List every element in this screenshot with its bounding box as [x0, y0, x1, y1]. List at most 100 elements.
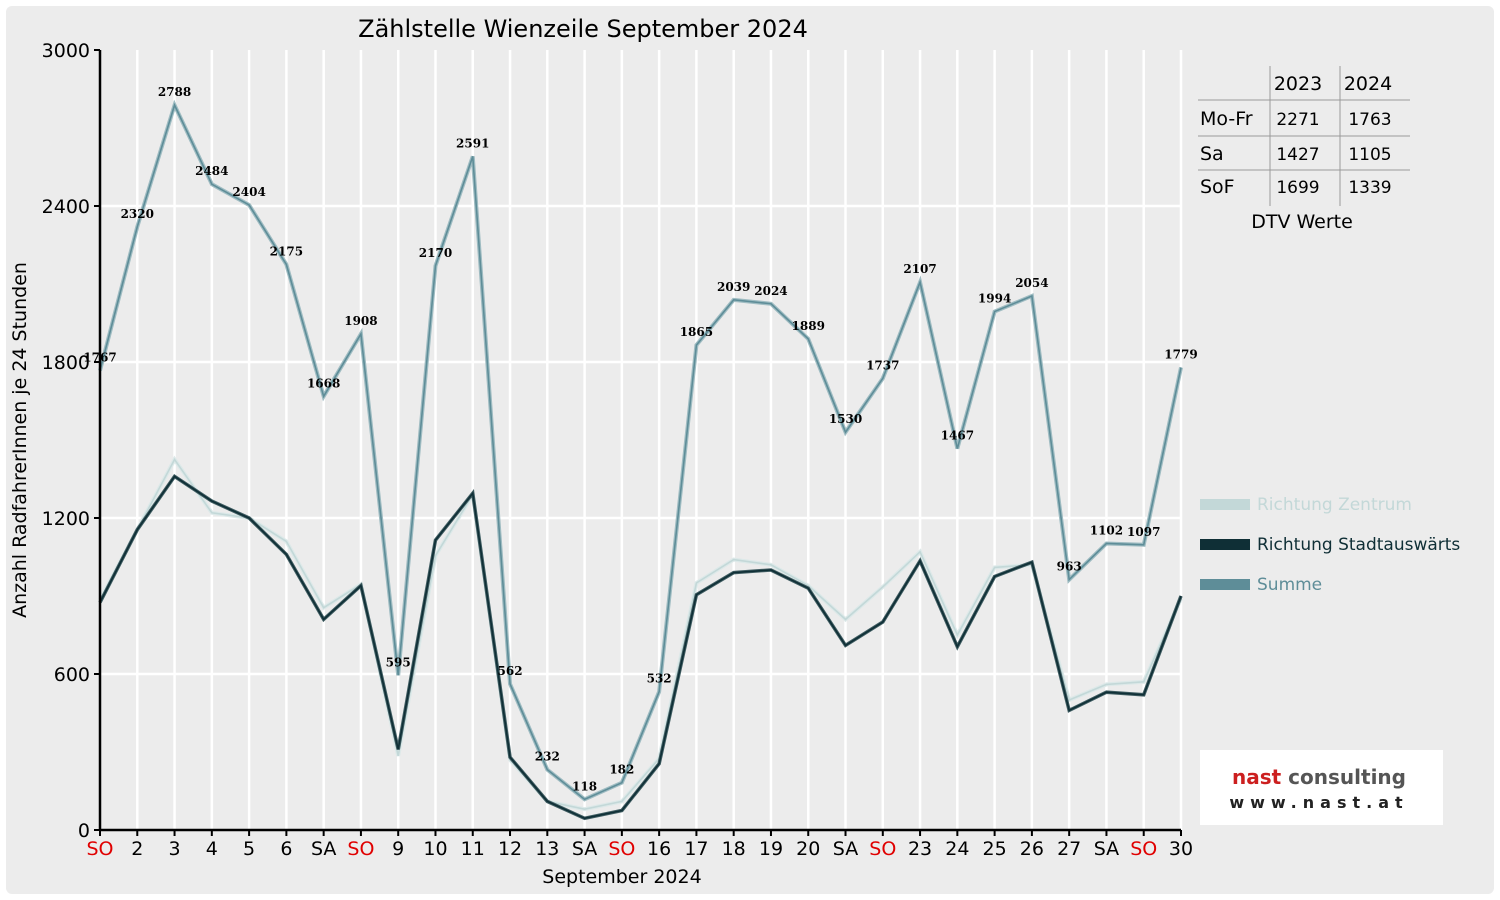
x-tick-label: 9 [392, 838, 404, 860]
x-tick-label: SO [1130, 838, 1157, 860]
data-label: 532 [647, 672, 672, 686]
data-label: 595 [386, 655, 411, 669]
x-tick-label: 12 [498, 838, 522, 860]
x-tick-label: 18 [722, 838, 746, 860]
dtv-cell: 1699 [1276, 178, 1319, 198]
data-label: 1530 [829, 412, 862, 426]
x-tick-label: SO [608, 838, 635, 860]
data-label: 1865 [680, 325, 713, 339]
data-labels: 1767232027882484240421751668190859521702… [83, 85, 1197, 793]
axes [94, 49, 1182, 836]
data-label: 1737 [866, 358, 899, 372]
data-label: 2024 [754, 284, 787, 298]
data-label: 2054 [1015, 276, 1048, 290]
data-label: 1668 [307, 376, 340, 390]
data-label: 2170 [419, 246, 452, 260]
dtv-cell: 1763 [1348, 110, 1391, 130]
series-line-stadtauswaerts [99, 475, 1182, 820]
dtv-row-label: SoF [1200, 176, 1235, 198]
x-tick-label: 17 [684, 838, 708, 860]
data-label: 1097 [1127, 525, 1160, 539]
x-tick-label: 4 [206, 838, 218, 860]
dtv-table: 2023 2024 Mo-Fr 2271 1763 Sa 1427 1105 S… [1198, 66, 1410, 233]
logo-url: www.nast.at [1229, 793, 1408, 812]
legend-swatch-summe [1200, 579, 1250, 590]
chart-title: Zählstelle Wienzeile September 2024 [358, 15, 808, 43]
data-label: 1908 [344, 314, 377, 328]
y-tick-labels: 0 600 1200 1800 2400 3000 [42, 40, 90, 842]
x-tick-label: 16 [647, 838, 671, 860]
data-label: 2591 [456, 136, 489, 150]
legend-swatch-zentrum [1200, 499, 1250, 510]
x-tick-label: SO [869, 838, 896, 860]
x-tick-label: 23 [908, 838, 932, 860]
x-tick-label: 6 [280, 838, 292, 860]
dtv-row-label: Mo-Fr [1200, 108, 1253, 130]
data-label: 2788 [158, 85, 191, 99]
company-logo: nast consulting www.nast.at [1200, 750, 1443, 825]
data-label: 2175 [270, 245, 303, 259]
x-tick-label: 20 [796, 838, 820, 860]
dtv-caption: DTV Werte [1251, 211, 1353, 233]
y-tick-label: 3000 [42, 40, 90, 62]
y-axis-label: Anzahl RadfahrerInnen je 24 Stunden [9, 262, 31, 618]
x-tick-label: 3 [169, 838, 181, 860]
x-tick-label: SA [311, 838, 336, 860]
data-label: 2404 [232, 185, 265, 199]
series-line-summe [99, 102, 1182, 801]
dtv-row-label: Sa [1200, 143, 1224, 165]
x-tick-label: 2 [131, 838, 143, 860]
x-tick-label: 25 [983, 838, 1007, 860]
data-label: 963 [1057, 560, 1082, 574]
data-label: 2107 [903, 262, 936, 276]
dtv-cell: 1105 [1348, 145, 1391, 165]
legend: Richtung Zentrum Richtung Stadtauswärts … [1200, 495, 1460, 595]
legend-label-summe: Summe [1257, 575, 1322, 595]
x-tick-label: 26 [1020, 838, 1044, 860]
x-tick-label: SA [572, 838, 597, 860]
series-line-zentrum [99, 457, 1182, 811]
series-layer [98, 99, 1183, 821]
data-label: 182 [609, 763, 634, 777]
data-label: 2484 [195, 164, 228, 178]
dtv-col-2023: 2023 [1274, 73, 1322, 95]
data-label: 2320 [121, 207, 154, 221]
dtv-cell: 2271 [1276, 110, 1319, 130]
x-tick-label: 27 [1057, 838, 1081, 860]
data-label: 1779 [1164, 347, 1197, 361]
legend-label-zentrum: Richtung Zentrum [1257, 495, 1412, 515]
data-label: 1467 [941, 429, 974, 443]
x-tick-label: 24 [945, 838, 969, 860]
data-label: 232 [535, 750, 560, 764]
y-tick-label: 2400 [42, 196, 90, 218]
x-tick-label: 10 [423, 838, 447, 860]
y-tick-label: 1200 [42, 508, 90, 530]
logo-box [1200, 750, 1443, 825]
data-label: 2039 [717, 280, 750, 294]
y-tick-label: 600 [54, 664, 90, 686]
data-label: 562 [498, 664, 523, 678]
x-tick-label: SA [833, 838, 858, 860]
x-tick-label: 30 [1169, 838, 1193, 860]
data-label: 118 [572, 779, 597, 793]
data-label: 1102 [1090, 523, 1123, 537]
dtv-col-2024: 2024 [1344, 73, 1392, 95]
data-label: 1994 [978, 292, 1011, 306]
x-tick-label: 19 [759, 838, 783, 860]
data-label: 1889 [792, 319, 825, 333]
legend-label-stadtauswaerts: Richtung Stadtauswärts [1257, 535, 1460, 555]
legend-swatch-stadtauswaerts [1200, 539, 1250, 550]
x-tick-labels: SO 2 3 4 5 6 SA SO 9 10 11 12 13 SA SO 16 17 18 19 20 SA SO 23… [86, 838, 1193, 860]
dtv-cell: 1339 [1348, 178, 1391, 198]
x-tick-label: SO [347, 838, 374, 860]
dtv-cell: 1427 [1276, 145, 1319, 165]
x-tick-label: 13 [535, 838, 559, 860]
logo-wordmark: nast consulting [1232, 765, 1406, 789]
y-tick-label: 0 [78, 820, 90, 842]
x-tick-label: SO [86, 838, 113, 860]
plot-area [100, 50, 1181, 830]
x-tick-label: SA [1094, 838, 1119, 860]
y-tick-label: 1800 [42, 352, 90, 374]
x-axis-label: September 2024 [542, 866, 701, 888]
